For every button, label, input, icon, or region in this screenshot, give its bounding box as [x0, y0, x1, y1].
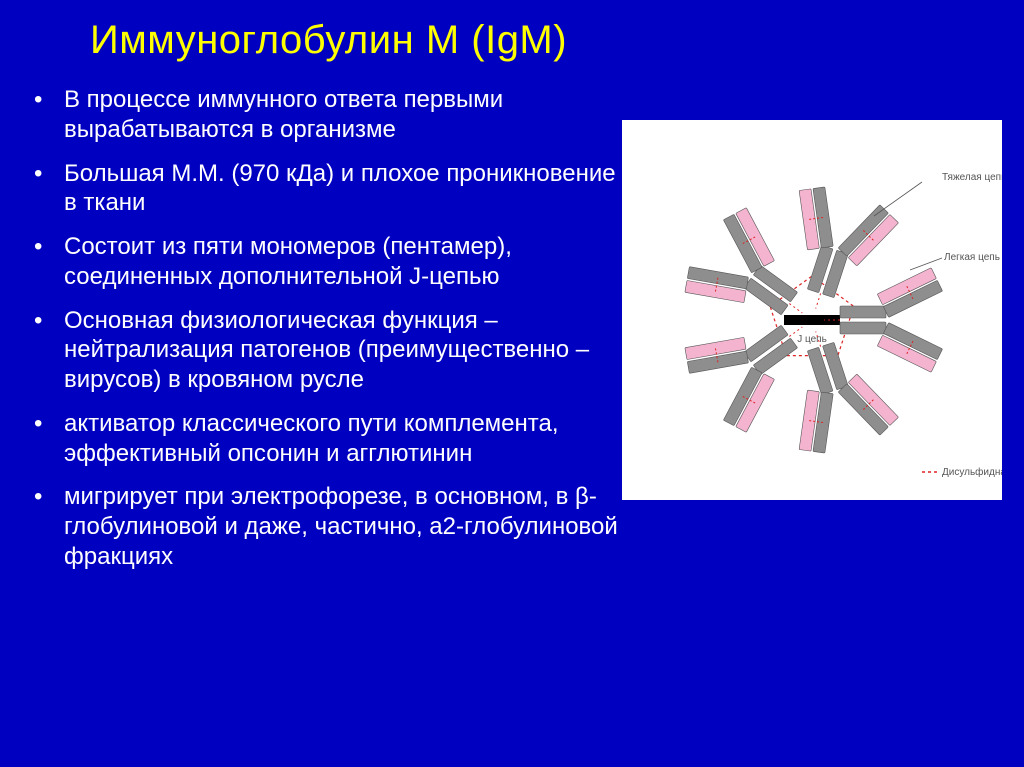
fab-arm — [877, 323, 942, 373]
igm-monomer — [824, 268, 943, 373]
igm-pentamer-figure: J цепь Тяжелая цепь µ Легкая цепь Дисульфид… — [622, 120, 1002, 500]
list-item: Основная физиологическая функция – нейтр… — [60, 306, 620, 395]
list-item: Состоит из пяти мономеров (пентамер), со… — [60, 232, 620, 292]
light-chain-label: Легкая цепь — [944, 252, 1000, 263]
list-item: В процессе иммунного ответа первыми выра… — [60, 85, 620, 145]
list-item: активатор классического пути комплемента… — [60, 409, 620, 469]
list-item: мигрирует при электрофорезе, в основном,… — [60, 482, 620, 571]
fab-arm — [799, 390, 833, 453]
slide-root: Иммуноглобулин М (IgM) В процессе иммунн… — [0, 0, 1024, 767]
j-chain-label: J цепь — [797, 334, 827, 345]
igm-pentamer-svg: J цепь Тяжелая цепь µ Легкая цепь Дисульфид… — [622, 120, 1002, 500]
j-chain — [784, 315, 840, 325]
fab-arm — [723, 367, 774, 432]
bullet-list: В процессе иммунного ответа первыми выра… — [60, 85, 620, 572]
fab-arm — [685, 337, 749, 373]
fab-arm — [685, 267, 749, 303]
heavy-chain-label: Тяжелая цепь µ — [942, 172, 1002, 183]
fab-arm — [799, 187, 833, 250]
disulfide-legend-label: Дисульфидная связь — [942, 466, 1002, 478]
fab-arm — [877, 268, 942, 318]
list-item: Большая М.М. (970 кДа) и плохое проникно… — [60, 159, 620, 219]
fab-arm — [723, 208, 774, 273]
slide-title: Иммуноглобулин М (IgM) — [90, 18, 1000, 63]
